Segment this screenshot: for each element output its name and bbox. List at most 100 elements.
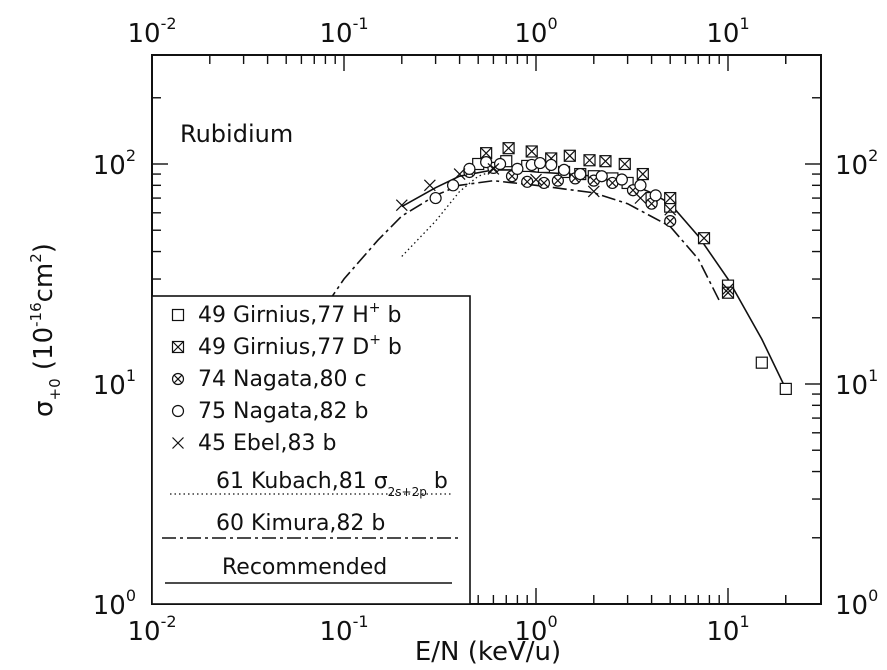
point-x [487,162,500,175]
x-tick-label-top: 10-2 [127,14,176,49]
marker-cross [599,155,612,168]
point-x [423,179,436,192]
legend-entry: 74 Nagata,80 c [198,367,367,392]
point-circle-x [664,215,677,228]
point-circle [545,158,558,172]
marker-circle [511,162,524,176]
point-circle [463,162,476,176]
point-square-x [664,191,677,205]
marker-circle [446,179,460,192]
y-tick-label-right: 100 [835,586,878,621]
point-circle [493,157,507,171]
x-tick-label-bottom: 10-1 [319,612,368,647]
x-tick-label-bottom-exponent: 1 [739,612,749,631]
legend-entry: 49 Girnius,77 H+ b [198,300,402,328]
point-square-x [502,142,515,155]
point-circle-x [521,175,534,188]
marker-cross [395,199,408,212]
legend-entry: 75 Nagata,82 b [198,399,368,424]
y-tick-label-left: 100 [93,586,136,621]
y-axis-unit-close: ) [29,243,59,253]
marker-circle [545,158,558,172]
point-square-x [697,232,711,245]
legend-entry-name: 74 Nagata,80 c [198,367,367,392]
point-x [530,173,542,186]
x-tick-label-bottom: 10-2 [127,612,176,647]
point-square-x [721,286,735,299]
point-circle [615,173,628,186]
point-circle [533,156,547,170]
annotation-label: Rubidium [180,120,293,148]
marker-cross [608,178,617,188]
y-tick-label-left-exponent: 2 [126,146,136,165]
point-x [722,283,734,296]
point-circle [557,163,571,177]
y-tick-label-left: 102 [93,146,136,181]
y-axis-label: σ+0 (10-16cm2) [27,243,64,417]
marker-cross [722,283,734,296]
marker-cross [487,162,500,175]
legend-marker-square [171,308,185,322]
point-circle [446,179,460,192]
point-circle-x [537,176,551,190]
x-tick-label-top-exponent: 1 [739,14,749,33]
marker-circle [574,167,587,181]
point-square-x [583,154,596,167]
point-square-x [525,145,538,158]
legend-marker-circle-x [171,372,185,386]
curve-dash-dot [285,179,720,368]
x-tick-label-bottom: 101 [706,612,749,647]
legend-marker-x [172,437,184,449]
x-tick-label-bottom-base: 10 [514,617,547,647]
x-tick-label-bottom-exponent: 0 [547,612,557,631]
x-tick-label-bottom-base: 10 [706,617,739,647]
x-axis-label: E/N (keV/u) [415,637,561,667]
marker-circle [557,163,571,177]
legend-curve-label-name: 60 Kimura,82 b [216,511,385,536]
marker-cross [636,168,649,180]
legend-entry-name: 45 Ebel,83 b [198,431,336,456]
legend-curve-label-name: Recommended [222,555,387,580]
legend-entry: 49 Girnius,77 D+ b [198,332,402,360]
marker-circle [595,170,608,183]
point-x [453,168,466,180]
point-square [755,356,768,369]
legend-marker-circle [171,404,185,418]
y-tick-label-right: 101 [835,366,878,401]
marker-cross [665,216,675,226]
marker-cross [698,232,710,245]
y-axis-unit-cm: cm [29,263,59,303]
y-tick-label-left-exponent: 0 [126,586,136,605]
point-circle-x [606,176,619,190]
marker-cross [553,176,563,186]
marker-cross [583,154,596,167]
legend-entry-superscript: + [369,300,381,316]
legend-entry-suffix: b [381,335,402,360]
legend: 49 Girnius,77 H+ b 49 Girnius,77 D+ b 74 N… [151,295,471,605]
x-tick-label-top-base: 10 [706,19,739,49]
marker-circle [171,404,185,418]
y-tick-label-left-exponent: 1 [126,366,136,385]
marker-circle [634,179,647,192]
marker-cross [502,142,515,155]
x-tick-label-top-base: 10 [127,19,160,49]
legend-curve-label: 61 Kubach,81 σ2s+2p b [216,469,448,499]
y-tick-label-left-base: 10 [93,591,126,621]
legend-curve-label: 60 Kimura,82 b [216,511,385,536]
legend-curve-label-name: 61 Kubach,81 σ [216,469,388,494]
y-tick-label-right-base: 10 [835,591,868,621]
point-x [634,192,647,205]
point-x [395,199,408,212]
marker-circle [649,189,662,202]
legend-entries: 49 Girnius,77 H+ b 49 Girnius,77 D+ b 74 N… [162,300,458,584]
x-tick-label-top-base: 10 [319,19,352,49]
x-tick-label-top-base: 10 [514,19,547,49]
legend-curve-label: Recommended [222,555,387,580]
curve-dotted [401,170,494,257]
point-circle [595,170,608,183]
marker-cross [172,341,184,353]
x-tick-label-top-exponent: 0 [547,14,557,33]
marker-circle [493,157,507,171]
y-axis-unit-exp2: 2 [27,253,45,263]
marker-cross [618,158,631,170]
